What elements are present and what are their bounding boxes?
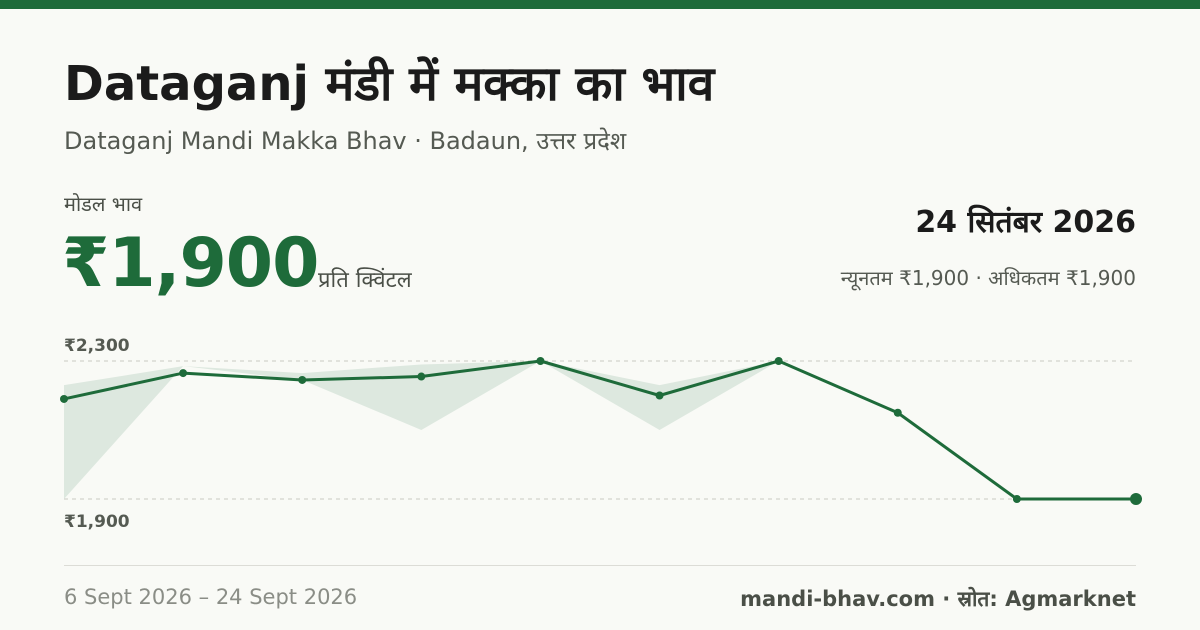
price-point [1012, 495, 1021, 503]
price-point [536, 357, 545, 365]
page-title: Dataganj मंडी में मक्का का भाव [64, 56, 715, 112]
price-line [63, 359, 1136, 501]
date-range: 6 Sept 2026 – 24 Sept 2026 [64, 585, 358, 609]
price-point [774, 357, 783, 365]
footer-divider [64, 565, 1136, 566]
modal-price-label: मोडल भाव [64, 192, 143, 216]
source-credit: mandi-bhav.com · स्रोत: Agmarknet [740, 587, 1136, 611]
price-date: 24 सितंबर 2026 [915, 205, 1136, 240]
y-tick-label-min: ₹1,900 [64, 512, 130, 532]
min-max-price: न्यूनतम ₹1,900 · अधिकतम ₹1,900 [840, 266, 1136, 290]
price-point [179, 369, 188, 378]
price-point [417, 372, 426, 381]
price-point [60, 394, 68, 403]
price-point [298, 375, 307, 384]
modal-price-value: ₹1,900 [62, 224, 319, 303]
price-unit: प्रति क्विंटल [318, 268, 412, 293]
price-range-band [64, 361, 779, 499]
price-point [893, 408, 902, 417]
page-subtitle: Dataganj Mandi Makka Bhav · Badaun, उत्त… [64, 127, 627, 155]
price-trend-chart: ₹2,300 ₹1,900 [60, 336, 1142, 532]
latest-price-point [1130, 493, 1142, 505]
top-accent-bar [0, 0, 1200, 9]
y-tick-label-max: ₹2,300 [64, 336, 130, 356]
price-point [655, 391, 664, 400]
